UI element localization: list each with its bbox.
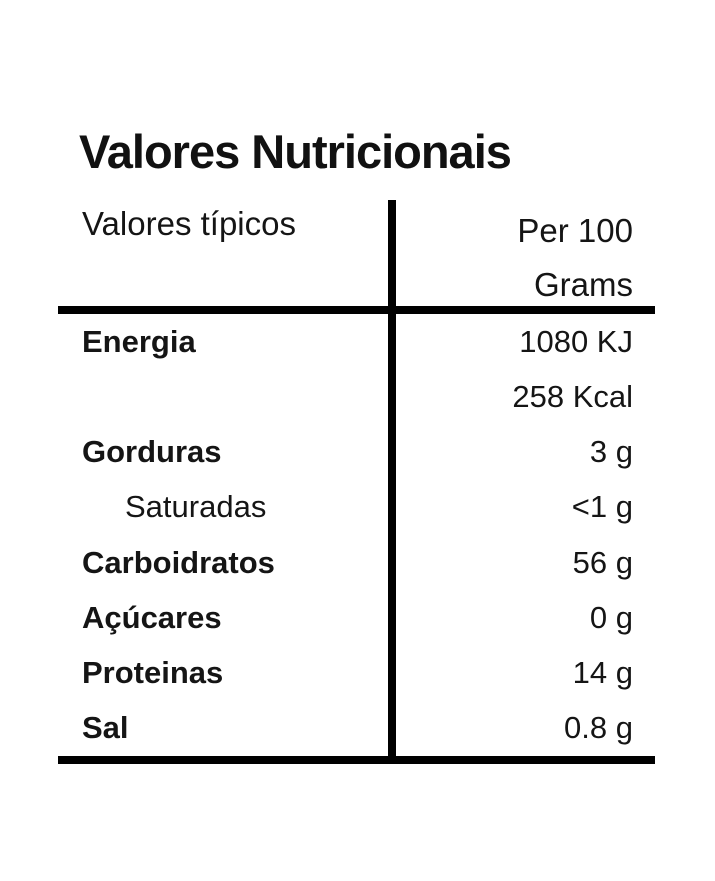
- column-header-per-100-grams: Per 100 Grams: [517, 204, 633, 312]
- nutrient-row-gorduras: Gorduras 3 g: [58, 425, 655, 480]
- nutrient-value: 56 g: [572, 544, 633, 580]
- horizontal-rule-bottom: [58, 756, 655, 764]
- nutrient-value: 0.8 g: [564, 710, 633, 746]
- nutrient-name: Saturadas: [125, 489, 267, 525]
- nutrient-value: 258 Kcal: [512, 378, 633, 414]
- nutrient-value: 3 g: [589, 434, 633, 470]
- nutrient-name: Carboidratos: [82, 544, 275, 580]
- nutrient-row-saturadas: Saturadas <1 g: [58, 480, 655, 535]
- nutrient-value: <1 g: [571, 489, 633, 525]
- nutrient-row-acucares: Açúcares 0 g: [58, 590, 655, 645]
- nutrient-row-energia: Energia 1080 KJ: [58, 314, 655, 369]
- nutrient-value: 0 g: [589, 599, 633, 635]
- nutrient-value: 14 g: [572, 655, 633, 691]
- column-header-per-100-line1: Per 100: [517, 212, 633, 249]
- nutrient-name: Sal: [82, 710, 129, 746]
- vertical-divider: [388, 200, 396, 764]
- nutrient-name: Gorduras: [82, 434, 222, 470]
- label-title: Valores Nutricionais: [79, 125, 512, 178]
- nutrient-value: 1080 KJ: [519, 323, 633, 359]
- nutrient-row-carboidratos: Carboidratos 56 g: [58, 535, 655, 590]
- horizontal-rule-top: [58, 306, 655, 314]
- nutrient-row-sal: Sal 0.8 g: [58, 701, 655, 756]
- column-header-typical-values: Valores típicos: [82, 205, 296, 242]
- nutrient-name: Energia: [82, 323, 196, 359]
- nutrient-row-energia-kcal: 258 Kcal: [58, 369, 655, 424]
- nutrient-name: Açúcares: [82, 599, 222, 635]
- nutrient-rows: Energia 1080 KJ 258 Kcal Gorduras 3 g Sa…: [58, 314, 655, 756]
- column-header-per-100-line2: Grams: [534, 266, 633, 303]
- nutrient-row-proteinas: Proteinas 14 g: [58, 646, 655, 701]
- nutrient-name: Proteinas: [82, 655, 224, 691]
